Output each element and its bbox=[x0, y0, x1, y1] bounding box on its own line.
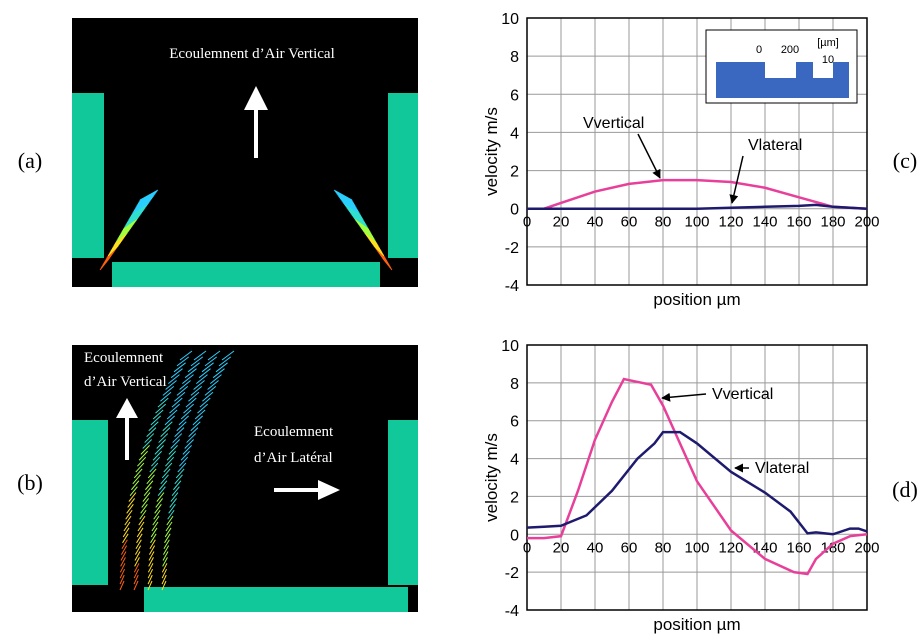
series-label: Vvertical bbox=[583, 115, 644, 132]
x-tick-label: 20 bbox=[553, 214, 570, 231]
y-tick-label: -4 bbox=[505, 603, 519, 620]
inset-label: 200 bbox=[781, 44, 799, 56]
x-tick-label: 60 bbox=[621, 539, 638, 556]
x-tick-label: 80 bbox=[655, 214, 672, 231]
y-tick-label: 2 bbox=[510, 164, 519, 181]
y-tick-label: 2 bbox=[510, 489, 519, 506]
y-tick-label: 8 bbox=[510, 49, 519, 66]
flow-label: Ecoulemnent bbox=[254, 424, 334, 440]
x-tick-label: 120 bbox=[718, 539, 743, 556]
figure: Ecoulemnent d’Air Vertical (a) Ecoulemne… bbox=[0, 0, 923, 634]
y-tick-label: 10 bbox=[501, 338, 519, 355]
x-tick-label: 40 bbox=[587, 214, 604, 231]
floor bbox=[112, 262, 380, 287]
x-tick-label: 160 bbox=[786, 539, 811, 556]
y-tick-label: 8 bbox=[510, 376, 519, 393]
y-tick-label: 10 bbox=[501, 11, 519, 28]
y-tick-label: -2 bbox=[505, 240, 519, 257]
panel-label: (b) bbox=[17, 470, 43, 495]
floor bbox=[144, 587, 408, 612]
x-tick-label: 80 bbox=[655, 539, 672, 556]
y-tick-label: 6 bbox=[510, 87, 519, 104]
y-tick-label: 6 bbox=[510, 414, 519, 431]
wall bbox=[72, 93, 104, 258]
y-tick-label: -4 bbox=[505, 278, 519, 295]
y-tick-label: 0 bbox=[510, 202, 519, 219]
annotation-arrow bbox=[638, 134, 660, 178]
annotation-arrow bbox=[732, 156, 743, 203]
flow-label: d’Air Latéral bbox=[254, 450, 333, 466]
y-tick-label: 4 bbox=[510, 452, 519, 469]
panel-label: (c) bbox=[893, 148, 917, 173]
x-tick-label: 140 bbox=[752, 539, 777, 556]
flow-label: Ecoulemnent d’Air Vertical bbox=[169, 46, 335, 62]
x-tick-label: 100 bbox=[684, 214, 709, 231]
x-tick-label: 100 bbox=[684, 539, 709, 556]
x-tick-label: 20 bbox=[553, 539, 570, 556]
inset-label: 10 bbox=[822, 54, 834, 66]
y-tick-label: 0 bbox=[510, 527, 519, 544]
x-axis-label: position µm bbox=[653, 615, 740, 634]
y-tick-label: -2 bbox=[505, 565, 519, 582]
y-axis-label: velocity m/s bbox=[482, 433, 501, 522]
x-axis-label: position µm bbox=[653, 290, 740, 309]
series-label: Vlateral bbox=[748, 137, 802, 154]
y-axis-label: velocity m/s bbox=[482, 107, 501, 196]
series-label: Vlateral bbox=[755, 460, 809, 477]
annotation-arrow bbox=[662, 394, 706, 398]
inset-label: 0 bbox=[756, 44, 762, 56]
panel-label: (d) bbox=[892, 477, 918, 502]
panel-label: (a) bbox=[18, 148, 42, 173]
flow-label: Ecoulemnent bbox=[84, 350, 164, 366]
wall bbox=[388, 420, 418, 585]
x-tick-label: 120 bbox=[718, 214, 743, 231]
wall bbox=[388, 93, 418, 258]
inset-label: [µm] bbox=[817, 37, 839, 49]
wall bbox=[72, 420, 108, 585]
y-tick-label: 4 bbox=[510, 125, 519, 142]
series-label: Vvertical bbox=[712, 386, 773, 403]
x-tick-label: 60 bbox=[621, 214, 638, 231]
x-tick-label: 180 bbox=[820, 214, 845, 231]
x-tick-label: 40 bbox=[587, 539, 604, 556]
x-tick-label: 180 bbox=[820, 539, 845, 556]
x-tick-label: 140 bbox=[752, 214, 777, 231]
flow-label: d’Air Vertical bbox=[84, 374, 167, 390]
x-tick-label: 160 bbox=[786, 214, 811, 231]
